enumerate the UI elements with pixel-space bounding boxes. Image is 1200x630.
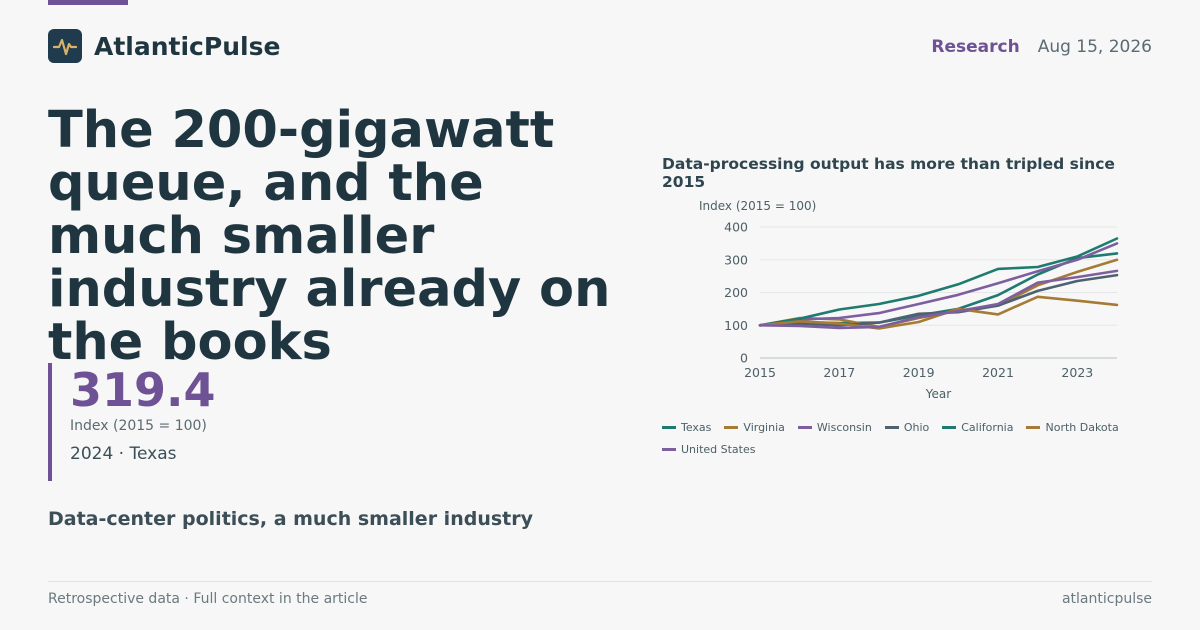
line-chart: Index (2015 = 100) 0 100 200 300 400 2015 2017 2…: [699, 199, 1119, 401]
legend-item-texas: Texas: [662, 419, 711, 435]
legend-item-north-dakota: North Dakota: [1026, 419, 1119, 435]
series-line-california: [758, 237, 1119, 327]
chart-legend: Texas Virginia Wisconsin Ohio California Nort…: [662, 419, 1152, 457]
footer-divider: [48, 581, 1152, 582]
y-tick-label: 300: [724, 252, 748, 267]
brand-name: AtlanticPulse: [94, 31, 281, 61]
x-tick-label: 2019: [903, 365, 935, 380]
legend-swatch: [1026, 425, 1041, 429]
x-tick-label: 2017: [823, 365, 855, 380]
legend-item-virginia: Virginia: [724, 419, 785, 435]
y-tick-label: 200: [724, 285, 748, 300]
legend-label: Virginia: [743, 420, 785, 434]
x-tick-label: 2021: [982, 365, 1014, 380]
x-tick-label: 2015: [744, 365, 776, 380]
key-stat: 319.4 Index (2015 = 100) 2024 · Texas: [48, 363, 216, 481]
legend-swatch: [724, 425, 739, 429]
y-tick-label: 400: [724, 220, 748, 235]
legend-label: Texas: [681, 420, 712, 434]
legend-item-california: California: [942, 419, 1013, 435]
legend-item-wisconsin: Wisconsin: [797, 419, 872, 435]
legend-item-ohio: Ohio: [884, 419, 930, 435]
y-tick-label: 0: [740, 351, 748, 366]
legend-swatch: [797, 425, 812, 429]
x-tick-label: 2023: [1061, 365, 1093, 380]
footer-note: Retrospective data · Full context in the…: [48, 591, 368, 607]
legend-label: North Dakota: [1045, 420, 1119, 434]
x-axis-label: Year: [925, 387, 951, 401]
stat-context: 2024 · Texas: [70, 444, 177, 464]
legend-swatch: [942, 425, 957, 429]
legend-label: California: [961, 420, 1014, 434]
stat-unit: Index (2015 = 100): [70, 418, 207, 434]
legend-swatch: [662, 425, 676, 429]
legend-item-united-states: United States: [662, 441, 756, 457]
stat-value: 319.4: [70, 363, 216, 417]
section-link[interactable]: Research: [931, 37, 1020, 57]
series-line-virginia: [758, 258, 1119, 329]
brand[interactable]: AtlanticPulse: [48, 29, 280, 63]
series-line-united-states: [758, 269, 1119, 330]
subhead: Data-center politics, a much smaller ind…: [48, 508, 533, 530]
chart-title: Data-processing output has more than tri…: [662, 155, 1115, 191]
header-meta: Research Aug 15, 2026: [931, 37, 1152, 57]
publish-date: Aug 15, 2026: [1037, 37, 1152, 57]
legend-swatch: [884, 425, 899, 429]
accent-bar: [48, 0, 128, 5]
legend-swatch: [662, 447, 676, 451]
footer-brand[interactable]: atlanticpulse: [1061, 591, 1152, 607]
pulse-wave-icon: [48, 29, 82, 63]
series-line-wisconsin: [758, 242, 1119, 327]
y-tick-label: 100: [724, 318, 748, 333]
headline: The 200-gigawatt queue, and the much sma…: [48, 101, 611, 372]
legend-label: Wisconsin: [816, 420, 872, 434]
legend-label: United States: [681, 442, 756, 456]
legend-label: Ohio: [903, 420, 930, 434]
y-axis-label: Index (2015 = 100): [699, 199, 816, 213]
